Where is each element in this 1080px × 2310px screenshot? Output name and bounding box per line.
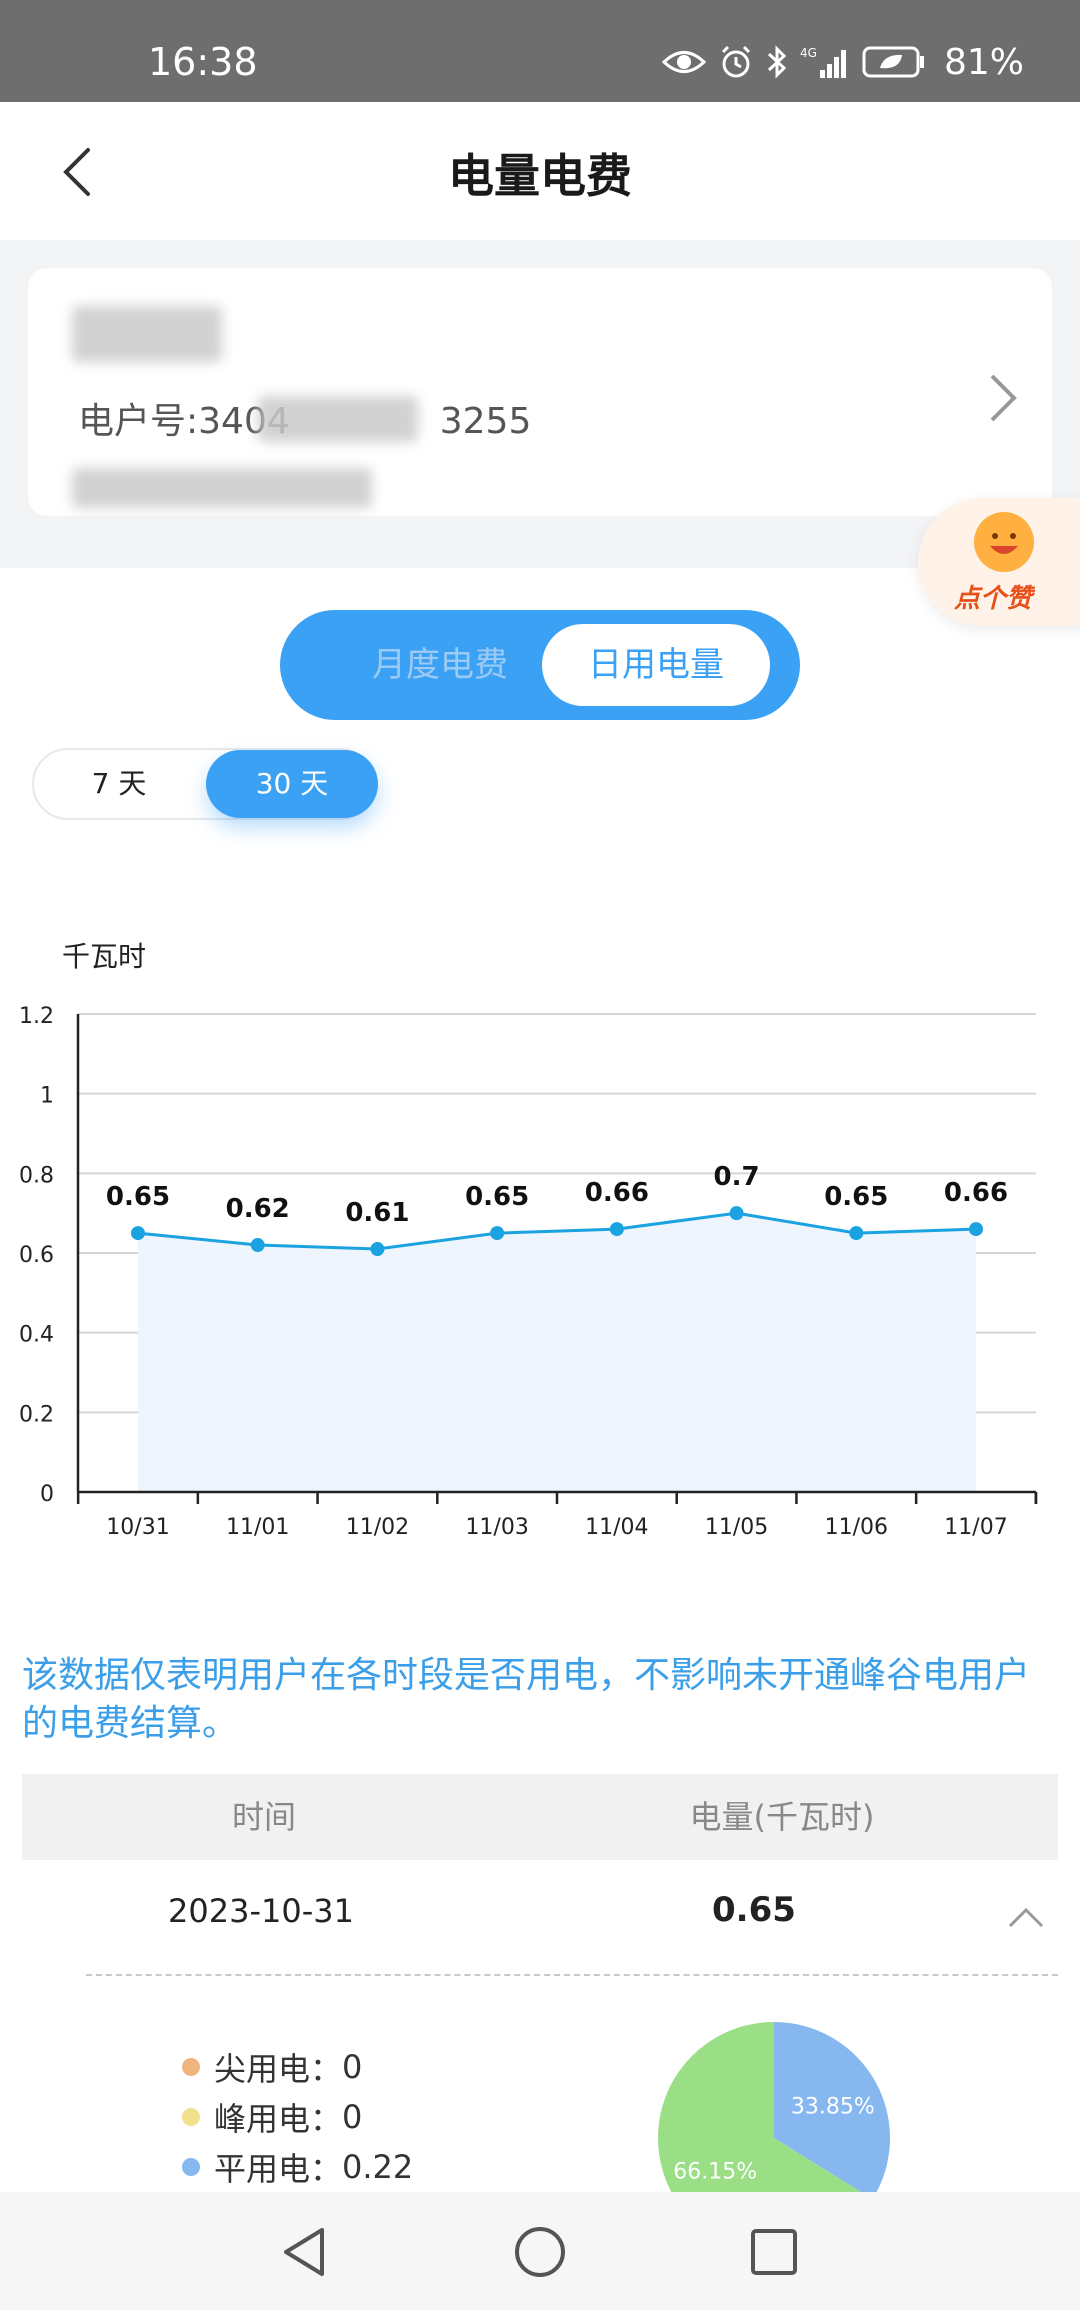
- area-fill: [138, 1213, 976, 1492]
- data-label: 0.66: [944, 1178, 1008, 1208]
- breakdown-item-sharp: 尖用电： 0: [182, 2044, 362, 2090]
- x-tick-label: 11/05: [705, 1515, 768, 1540]
- legend-dot-sharp: [182, 2058, 200, 2076]
- y-tick-label: 0.2: [19, 1402, 54, 1427]
- smile-emoji-icon: [974, 512, 1034, 572]
- account-section: 电户号:3404 3255: [0, 240, 1080, 568]
- row-usage-value: 0.65: [712, 1890, 796, 1930]
- chevron-right-icon: [990, 374, 1017, 422]
- range-selector: 7 天 30 天: [32, 748, 378, 820]
- x-tick-label: 11/04: [585, 1515, 648, 1540]
- y-tick-label: 0.6: [19, 1243, 54, 1268]
- redacted-name: [72, 306, 222, 362]
- x-tick-label: 11/06: [825, 1515, 888, 1540]
- legend-dot-peak: [182, 2108, 200, 2126]
- like-button-label: 点个赞: [954, 584, 1033, 614]
- status-bar: 16:38 4G 81%: [0, 0, 1080, 102]
- top-nav-bar: 电量电费: [0, 102, 1080, 240]
- x-tick-label: 11/07: [944, 1515, 1007, 1540]
- view-segmented-control: 月度电费 日用电量: [280, 610, 800, 720]
- column-header-time: 时间: [231, 1798, 296, 1836]
- signal-icon: 4G: [800, 46, 846, 78]
- data-label: 0.7: [714, 1162, 760, 1192]
- page-title: 电量电费: [448, 149, 632, 203]
- recents-square-icon[interactable]: [744, 2222, 804, 2282]
- status-time: 16:38: [148, 40, 258, 84]
- data-label: 0.61: [345, 1198, 409, 1228]
- breakdown-label: 峰用电：: [214, 2100, 343, 2138]
- data-label: 0.65: [465, 1182, 529, 1212]
- y-tick-label: 1: [40, 1084, 54, 1109]
- y-tick-label: 1.2: [19, 1004, 54, 1029]
- data-label: 0.66: [585, 1178, 649, 1208]
- system-navigation-bar: [0, 2192, 1080, 2310]
- y-tick-label: 0.4: [19, 1323, 54, 1348]
- bluetooth-icon: [767, 45, 787, 79]
- breakdown-label: 平用电：: [214, 2150, 343, 2188]
- home-circle-icon[interactable]: [510, 2222, 570, 2282]
- breakdown-value: 0: [342, 2098, 363, 2136]
- data-point: [729, 1206, 744, 1221]
- table-header: 时间 电量(千瓦时): [22, 1774, 1058, 1860]
- account-card[interactable]: 电户号:3404 3255: [28, 268, 1052, 516]
- breakdown-item-flat: 平用电： 0.22: [182, 2144, 413, 2190]
- redacted-address: [72, 468, 372, 508]
- x-tick-label: 11/01: [226, 1515, 289, 1540]
- data-point: [490, 1226, 505, 1241]
- account-number-tail: 3255: [439, 401, 532, 442]
- data-point: [250, 1238, 265, 1253]
- range-7-days[interactable]: 7 天: [91, 767, 147, 800]
- breakdown-item-peak: 峰用电： 0: [182, 2094, 362, 2140]
- data-point: [969, 1222, 983, 1237]
- svg-text:4G: 4G: [800, 46, 817, 60]
- pie-slice-label: 33.85%: [791, 2094, 875, 2119]
- redacted-account-segment: [258, 396, 418, 442]
- battery-icon: [862, 46, 924, 78]
- row-divider: [86, 1974, 1058, 1976]
- chevron-up-icon[interactable]: [1006, 1902, 1046, 1932]
- pie-slice: [774, 2022, 890, 2200]
- data-label: 0.62: [226, 1194, 290, 1224]
- breakdown-value: 0.22: [342, 2148, 414, 2186]
- y-tick-label: 0: [40, 1482, 54, 1507]
- data-label: 0.65: [106, 1182, 170, 1212]
- back-arrow-icon[interactable]: [50, 142, 110, 202]
- series-line: [137, 1211, 977, 1251]
- back-triangle-icon[interactable]: [276, 2222, 336, 2282]
- alarm-icon: [721, 45, 751, 78]
- account-number-text: 电户号:3404: [78, 401, 290, 442]
- breakdown-value: 0: [342, 2048, 363, 2086]
- legend-dot-flat: [182, 2158, 200, 2176]
- table-row[interactable]: 2023-10-31 0.65: [0, 1860, 1080, 1972]
- pie-slice-label: 66.15%: [673, 2160, 757, 2185]
- data-point: [370, 1242, 385, 1257]
- x-tick-label: 10/31: [106, 1515, 169, 1540]
- breakdown-label: 尖用电：: [214, 2050, 343, 2088]
- range-30-days[interactable]: 30 天: [206, 750, 378, 818]
- account-number-row: 电户号:3404 3255: [78, 392, 531, 444]
- chart-y-unit: 千瓦时: [62, 940, 147, 973]
- x-tick-label: 11/02: [346, 1515, 409, 1540]
- column-header-usage: 电量(千瓦时): [689, 1798, 875, 1836]
- data-point: [131, 1226, 145, 1241]
- eye-icon: [661, 51, 706, 73]
- daily-usage-chart: 0 0.2 0.4 0.6 0.8 1 1.2 0.65 10/31 0.62 11/01 0.61 1…: [19, 1004, 1038, 1540]
- status-icons: 4G 81%: [661, 36, 1024, 88]
- data-point: [849, 1226, 864, 1241]
- data-point: [609, 1222, 624, 1237]
- tab-monthly-fee[interactable]: 月度电费: [372, 645, 508, 685]
- row-date: 2023-10-31: [168, 1892, 354, 1930]
- data-label: 0.65: [824, 1182, 888, 1212]
- battery-percent: 81%: [943, 41, 1024, 83]
- tab-daily-usage[interactable]: 日用电量: [542, 624, 770, 706]
- data-disclaimer-note: 该数据仅表明用户在各时段是否用电，不影响未开通峰谷电用户的电费结算。: [22, 1655, 1031, 1744]
- y-tick-label: 0.8: [19, 1163, 54, 1188]
- x-tick-label: 11/03: [465, 1515, 528, 1540]
- like-button[interactable]: 点个赞: [918, 498, 1080, 626]
